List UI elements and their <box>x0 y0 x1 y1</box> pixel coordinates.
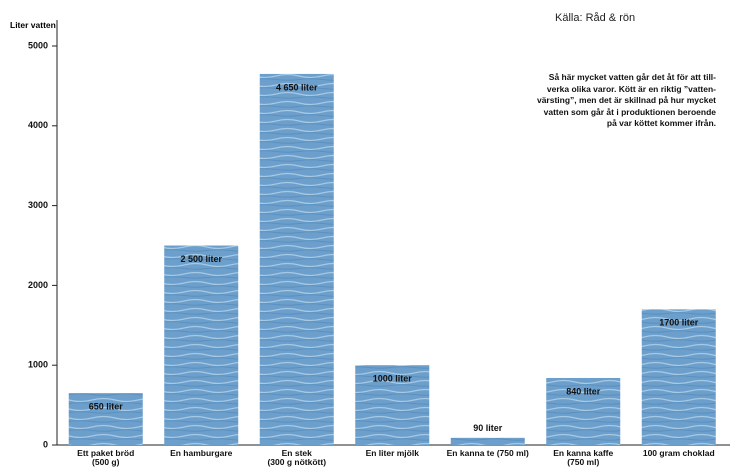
annotation: Så här mycket vatten går det åt för att … <box>536 72 716 128</box>
x-tick-label: En kanna te (750 ml) <box>446 448 529 458</box>
x-tick-label: En liter mjölk <box>365 448 419 458</box>
value-label: 1700 liter <box>659 318 699 328</box>
bar <box>546 377 621 445</box>
bar <box>641 309 716 445</box>
y-tick-label: 3000 <box>28 200 48 210</box>
y-tick-label: 1000 <box>28 360 48 370</box>
value-label: 4 650 liter <box>276 82 318 92</box>
source: Källa: Råd & rön <box>555 12 636 24</box>
x-tick-label: En hamburgare <box>170 448 233 458</box>
bar <box>164 245 239 445</box>
x-tick-label: 100 gram choklad <box>642 448 715 458</box>
y-tick-label: 5000 <box>28 40 48 50</box>
x-tick-label: Ett paket bröd (500 g) <box>77 448 135 467</box>
value-label: 90 liter <box>473 423 503 433</box>
value-label: 840 liter <box>566 386 601 396</box>
value-label: 650 liter <box>89 402 124 412</box>
bar <box>259 73 334 446</box>
bar <box>68 393 143 445</box>
y-tick-label: 4000 <box>28 120 48 130</box>
y-axis-label: Liter vatten <box>10 20 56 30</box>
value-label: 2 500 liter <box>180 254 222 264</box>
x-tick-label: En stek (300 g nötkött) <box>267 448 327 467</box>
y-tick-label: 0 <box>43 439 48 449</box>
bar <box>450 437 525 445</box>
bar <box>355 365 430 445</box>
value-label: 1000 liter <box>373 374 413 384</box>
x-tick-label: En kanna kaffe (750 ml) <box>553 448 614 467</box>
y-tick-label: 2000 <box>28 280 48 290</box>
